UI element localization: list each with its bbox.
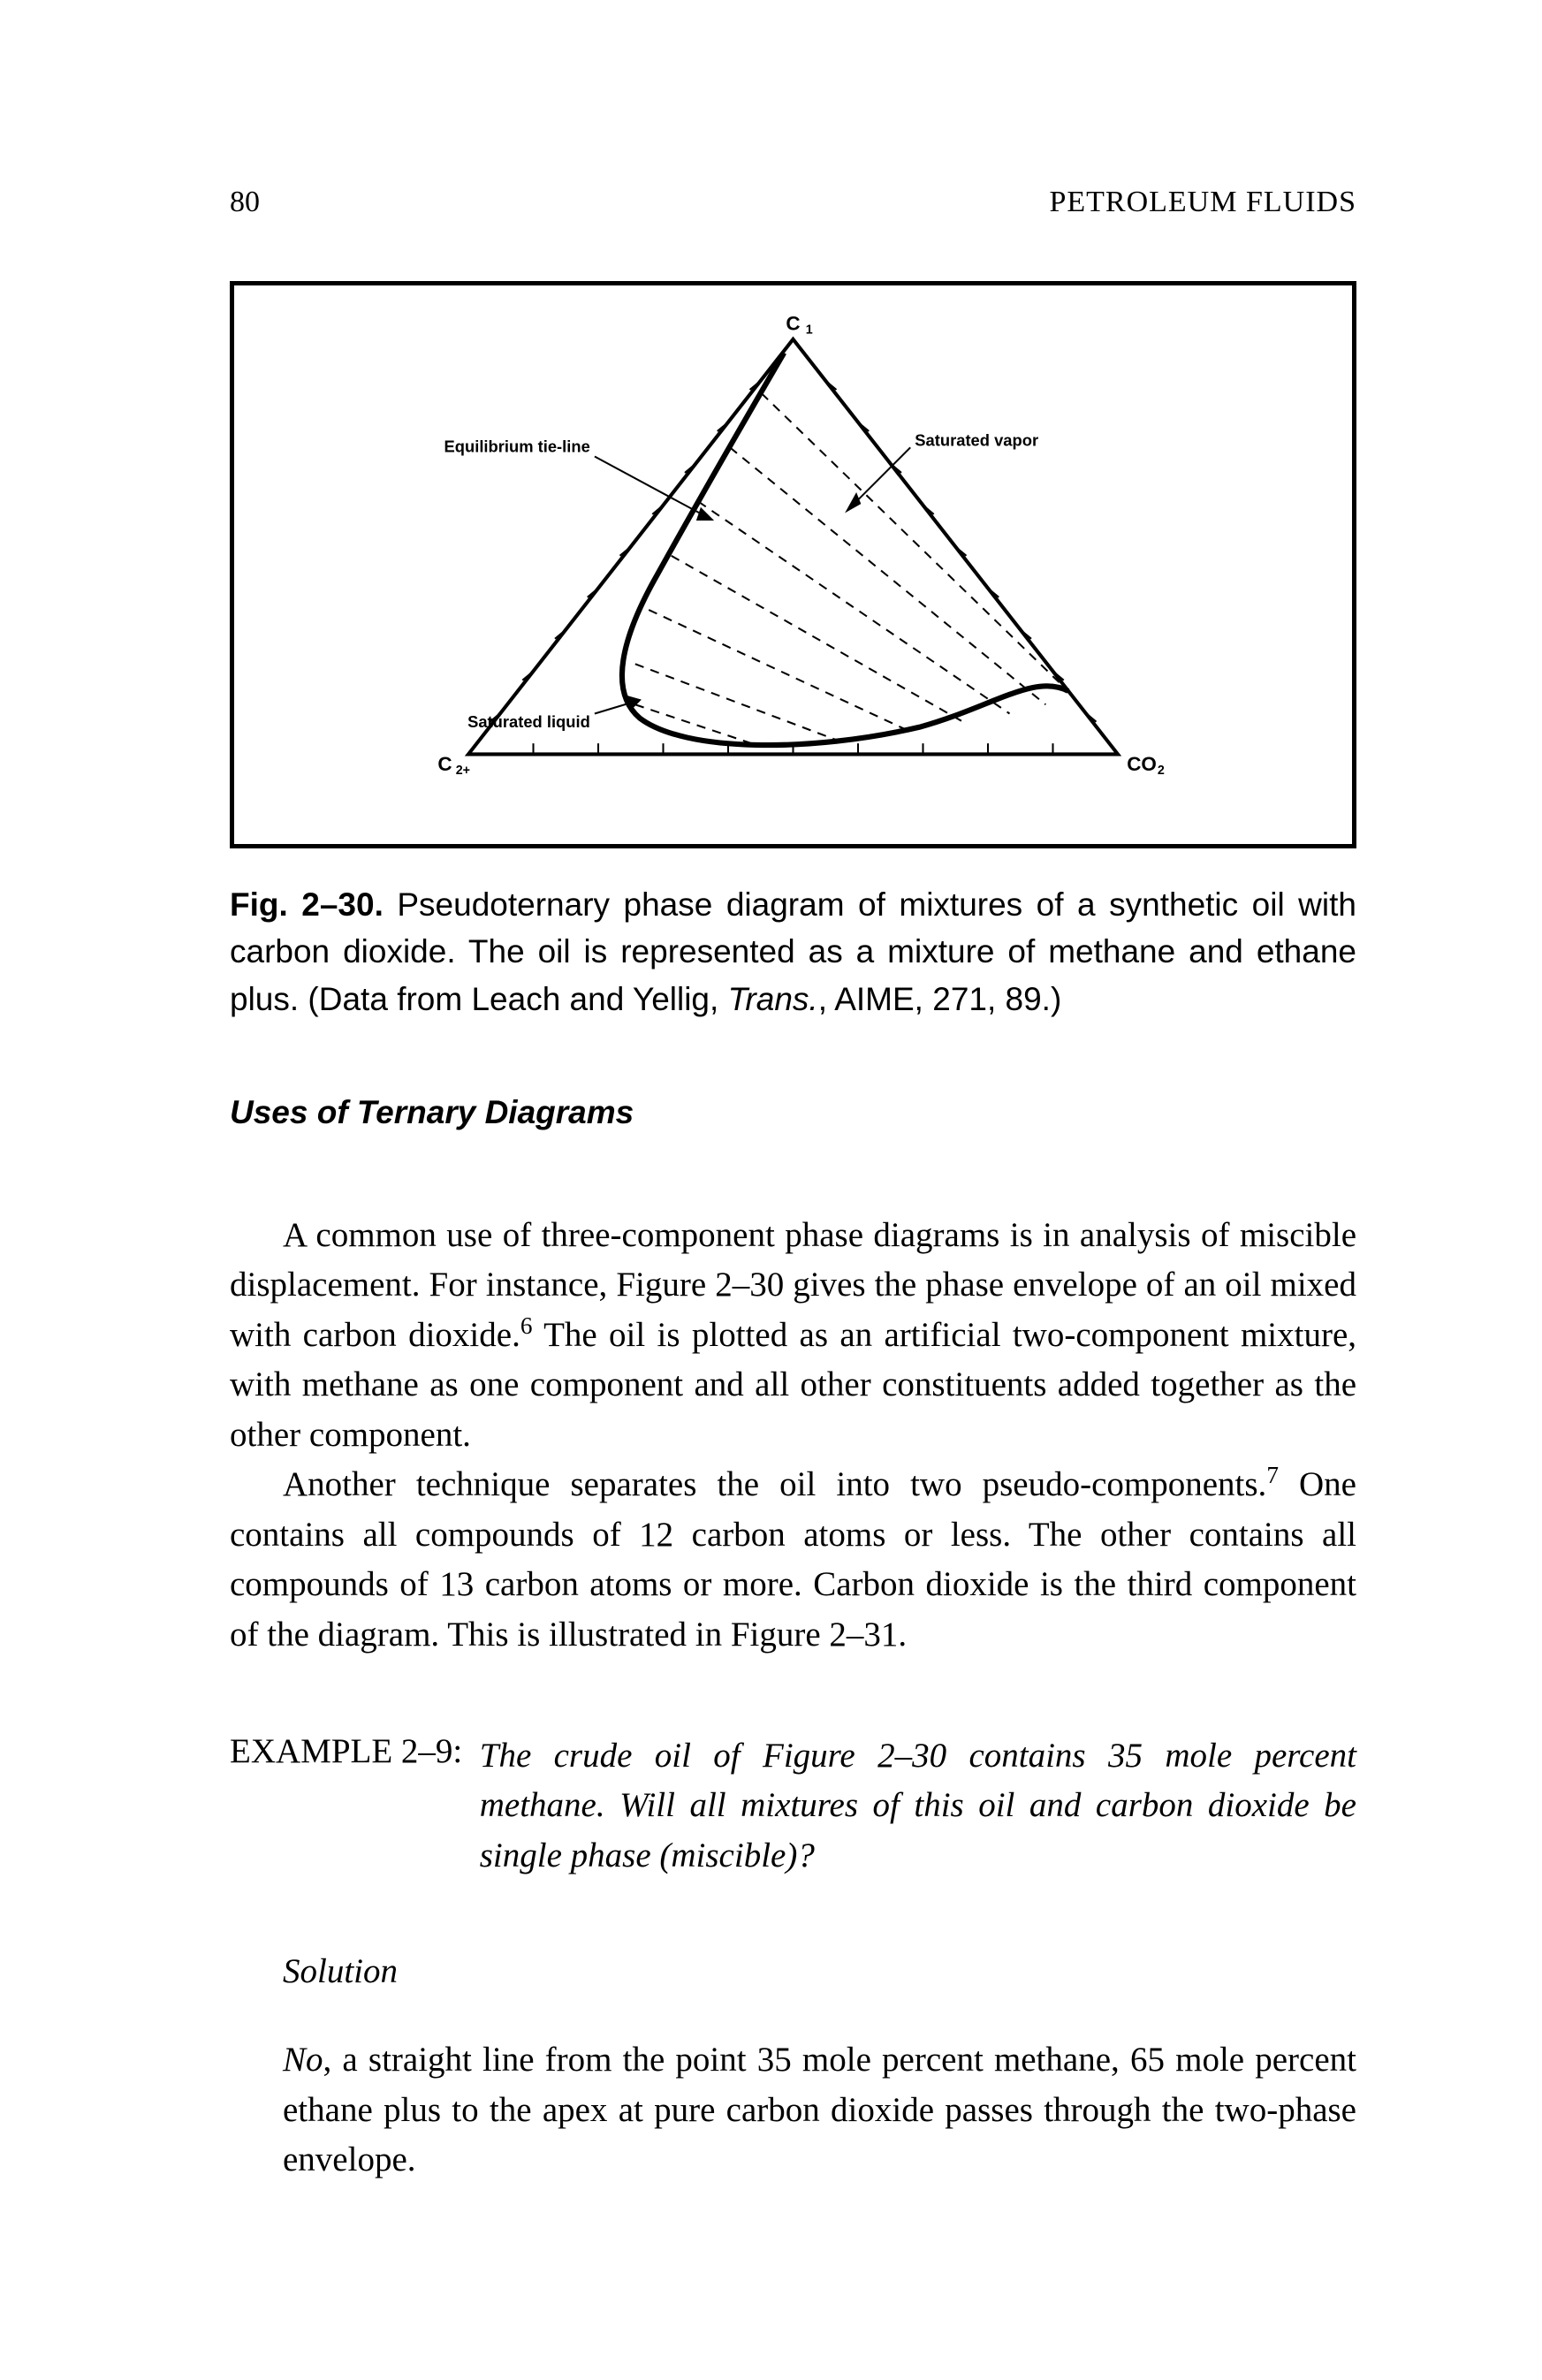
left-vertex-label: C bbox=[437, 753, 452, 775]
example-body: The crude oil of Figure 2–30 contains 35… bbox=[480, 1731, 1356, 1882]
solution-no: No bbox=[283, 2041, 323, 2079]
footnote-ref-6: 6 bbox=[520, 1312, 533, 1339]
solution-heading: Solution bbox=[283, 1951, 1356, 1991]
example-2-9: EXAMPLE 2–9: The crude oil of Figure 2–3… bbox=[230, 1731, 1356, 1882]
paragraph-2: Another technique separates the oil into… bbox=[230, 1460, 1356, 1660]
solution-text: , a straight line from the point 35 mole… bbox=[283, 2041, 1356, 2178]
ternary-diagram-svg: C 1 C 2+ CO 2 Equilibrium tie-line Satur… bbox=[252, 303, 1334, 809]
solution-paragraph: No, a straight line from the point 35 mo… bbox=[283, 2035, 1356, 2186]
caption-label: Fig. 2–30. bbox=[230, 886, 384, 923]
section-heading: Uses of Ternary Diagrams bbox=[230, 1094, 1356, 1131]
right-vertex-label: CO bbox=[1127, 753, 1157, 775]
caption-italic: Trans. bbox=[728, 981, 818, 1017]
equilibrium-label: Equilibrium tie-line bbox=[444, 437, 590, 455]
example-label: EXAMPLE 2–9: bbox=[230, 1731, 480, 1882]
para2-a: Another technique separates the oil into… bbox=[283, 1465, 1266, 1503]
running-head: PETROLEUM FLUIDS bbox=[1049, 186, 1356, 219]
apex-label: C bbox=[786, 313, 800, 335]
svg-text:1: 1 bbox=[806, 323, 813, 338]
figure-2-30: C 1 C 2+ CO 2 Equilibrium tie-line Satur… bbox=[230, 281, 1356, 848]
page-number: 80 bbox=[230, 186, 260, 219]
svg-text:2: 2 bbox=[1158, 764, 1165, 778]
page-header: 80 PETROLEUM FLUIDS bbox=[230, 186, 1356, 219]
caption-text-2: , AIME, 271, 89.) bbox=[818, 981, 1062, 1017]
page: 80 PETROLEUM FLUIDS bbox=[0, 0, 1542, 2380]
footnote-ref-7: 7 bbox=[1266, 1462, 1279, 1488]
figure-caption: Fig. 2–30. Pseudoternary phase diagram o… bbox=[230, 881, 1356, 1023]
sat-liquid-label: Saturated liquid bbox=[467, 712, 590, 731]
paragraph-1: A common use of three-component phase di… bbox=[230, 1211, 1356, 1461]
sat-vapor-label: Saturated vapor bbox=[915, 430, 1038, 449]
svg-text:2+: 2+ bbox=[456, 764, 470, 778]
